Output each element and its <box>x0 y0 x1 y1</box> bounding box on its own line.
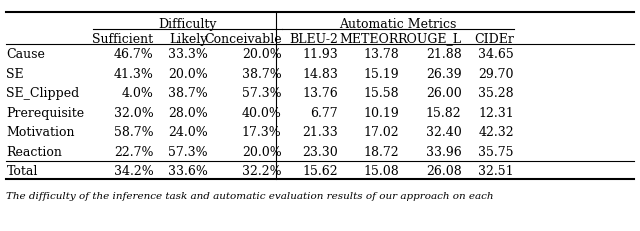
Text: 15.08: 15.08 <box>363 165 399 178</box>
Text: BLEU-2: BLEU-2 <box>289 33 338 46</box>
Text: 15.19: 15.19 <box>363 67 399 81</box>
Text: Likely: Likely <box>170 33 208 46</box>
Text: 35.75: 35.75 <box>479 146 514 159</box>
Text: SE: SE <box>6 67 24 81</box>
Text: 4.0%: 4.0% <box>122 87 154 100</box>
Text: 32.2%: 32.2% <box>242 165 282 178</box>
Text: The difficulty of the inference task and automatic evaluation results of our app: The difficulty of the inference task and… <box>6 192 494 201</box>
Text: 15.62: 15.62 <box>302 165 338 178</box>
Text: 6.77: 6.77 <box>310 107 338 120</box>
Text: CIDEr: CIDEr <box>474 33 514 46</box>
Text: 38.7%: 38.7% <box>242 67 282 81</box>
Text: 21.33: 21.33 <box>302 126 338 140</box>
Text: 33.96: 33.96 <box>426 146 461 159</box>
Text: 12.31: 12.31 <box>478 107 514 120</box>
Text: 28.0%: 28.0% <box>168 107 208 120</box>
Text: 14.83: 14.83 <box>302 67 338 81</box>
Text: 11.93: 11.93 <box>302 48 338 61</box>
Text: 17.02: 17.02 <box>363 126 399 140</box>
Text: 13.76: 13.76 <box>302 87 338 100</box>
Text: 15.82: 15.82 <box>426 107 461 120</box>
Text: 42.32: 42.32 <box>478 126 514 140</box>
Text: Conceivable: Conceivable <box>204 33 282 46</box>
Text: 32.51: 32.51 <box>478 165 514 178</box>
Text: ROUGE_L: ROUGE_L <box>397 33 461 46</box>
Text: 34.2%: 34.2% <box>114 165 154 178</box>
Text: 33.3%: 33.3% <box>168 48 208 61</box>
Text: 22.7%: 22.7% <box>114 146 154 159</box>
Text: 23.30: 23.30 <box>302 146 338 159</box>
Text: 18.72: 18.72 <box>363 146 399 159</box>
Text: 29.70: 29.70 <box>479 67 514 81</box>
Text: 20.0%: 20.0% <box>242 146 282 159</box>
Text: 58.7%: 58.7% <box>114 126 154 140</box>
Text: Total: Total <box>6 165 38 178</box>
Text: 46.7%: 46.7% <box>114 48 154 61</box>
Text: 15.58: 15.58 <box>363 87 399 100</box>
Text: 26.08: 26.08 <box>426 165 461 178</box>
Text: Motivation: Motivation <box>6 126 75 140</box>
Text: 20.0%: 20.0% <box>242 48 282 61</box>
Text: 57.3%: 57.3% <box>242 87 282 100</box>
Text: Prerequisite: Prerequisite <box>6 107 84 120</box>
Text: 13.78: 13.78 <box>363 48 399 61</box>
Text: 40.0%: 40.0% <box>242 107 282 120</box>
Text: 26.00: 26.00 <box>426 87 461 100</box>
Text: 20.0%: 20.0% <box>168 67 208 81</box>
Text: Automatic Metrics: Automatic Metrics <box>339 18 456 31</box>
Text: SE_Clipped: SE_Clipped <box>6 87 79 100</box>
Text: Cause: Cause <box>6 48 45 61</box>
Text: 57.3%: 57.3% <box>168 146 208 159</box>
Text: 33.6%: 33.6% <box>168 165 208 178</box>
Text: 34.65: 34.65 <box>478 48 514 61</box>
Text: 21.88: 21.88 <box>426 48 461 61</box>
Text: Difficulty: Difficulty <box>158 18 216 31</box>
Text: 32.0%: 32.0% <box>114 107 154 120</box>
Text: 41.3%: 41.3% <box>114 67 154 81</box>
Text: METEOR: METEOR <box>339 33 399 46</box>
Text: 17.3%: 17.3% <box>242 126 282 140</box>
Text: 24.0%: 24.0% <box>168 126 208 140</box>
Text: Sufficient: Sufficient <box>92 33 154 46</box>
Text: 26.39: 26.39 <box>426 67 461 81</box>
Text: 10.19: 10.19 <box>363 107 399 120</box>
Text: 38.7%: 38.7% <box>168 87 208 100</box>
Text: 35.28: 35.28 <box>478 87 514 100</box>
Text: Reaction: Reaction <box>6 146 62 159</box>
Text: 32.40: 32.40 <box>426 126 461 140</box>
